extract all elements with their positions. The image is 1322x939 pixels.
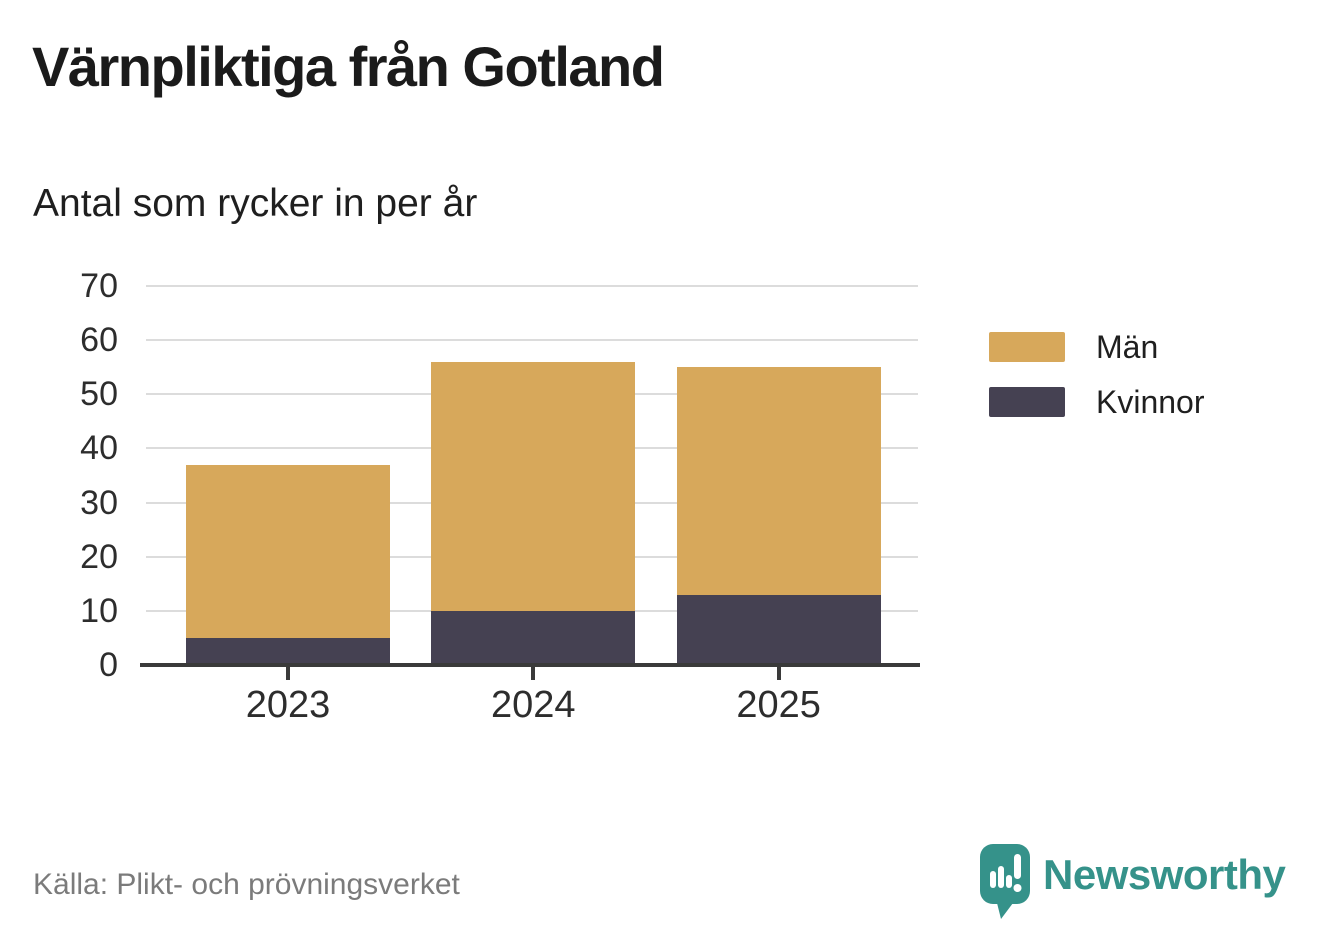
brand-name: Newsworthy bbox=[1043, 851, 1286, 898]
legend-label-män: Män bbox=[1096, 328, 1159, 365]
y-tick-label-10: 10 bbox=[80, 591, 118, 630]
x-tick-label-2023: 2023 bbox=[245, 684, 331, 726]
gridline-60 bbox=[146, 339, 918, 342]
y-tick-label-0: 0 bbox=[99, 646, 118, 684]
legend-swatch-kvinnor bbox=[989, 387, 1065, 417]
legend-item-män: Män bbox=[989, 328, 1205, 365]
bar-2023-kvinnor bbox=[186, 637, 390, 665]
newsworthy-logo[interactable]: Newsworthy bbox=[980, 844, 1286, 920]
bar-2024-män bbox=[431, 361, 636, 611]
bar-2025-män bbox=[676, 367, 881, 595]
legend-label-kvinnor: Kvinnor bbox=[1096, 383, 1205, 420]
x-tick-2023 bbox=[286, 667, 290, 680]
legend-swatch-män bbox=[989, 332, 1065, 362]
bar-2024-kvinnor bbox=[431, 610, 636, 665]
x-tick-label-2025: 2025 bbox=[736, 684, 821, 726]
legend-item-kvinnor: Kvinnor bbox=[989, 383, 1205, 420]
y-tick-label-20: 20 bbox=[80, 537, 118, 576]
newsworthy-bubble-icon bbox=[980, 844, 1030, 919]
chart-legend: Män Kvinnor bbox=[989, 328, 1205, 440]
y-tick-label-40: 40 bbox=[80, 429, 118, 468]
page-title: Värnpliktiga från Gotland bbox=[32, 35, 665, 98]
x-tick-2024 bbox=[531, 667, 536, 680]
bar-chart: 0 10 20 30 40 50 60 70 2023 2024 2025 bbox=[0, 268, 1322, 736]
gridline-70 bbox=[146, 285, 918, 287]
y-tick-label-70: 70 bbox=[80, 267, 118, 305]
x-axis-line bbox=[140, 663, 920, 667]
plot-area bbox=[140, 285, 920, 680]
y-axis-labels: 0 10 20 30 40 50 60 70 bbox=[0, 268, 118, 683]
chart-subtitle: Antal som rycker in per år bbox=[33, 182, 478, 225]
bar-2025-kvinnor bbox=[676, 594, 881, 665]
x-tick-label-2024: 2024 bbox=[491, 684, 576, 726]
x-tick-2025 bbox=[776, 667, 781, 680]
y-tick-label-30: 30 bbox=[80, 483, 118, 522]
y-tick-label-60: 60 bbox=[80, 321, 118, 360]
bar-2023-män bbox=[186, 464, 390, 638]
y-tick-label-50: 50 bbox=[80, 375, 118, 414]
source-note: Källa: Plikt- och prövningsverket bbox=[33, 868, 460, 901]
